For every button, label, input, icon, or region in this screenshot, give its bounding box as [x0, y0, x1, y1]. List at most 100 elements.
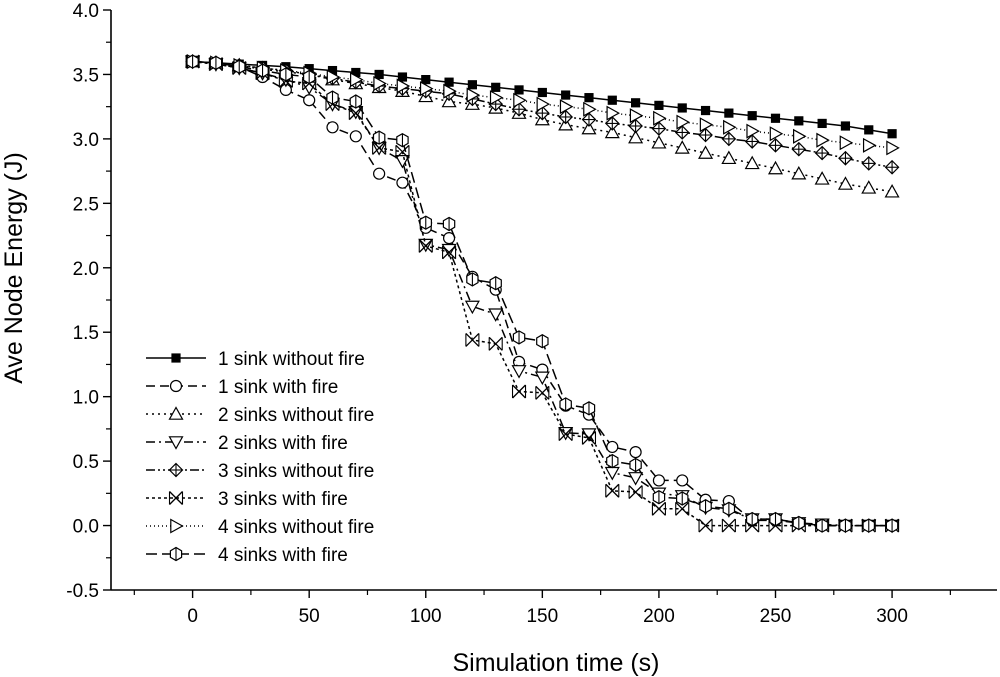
- series-line: [192, 60, 893, 527]
- x-axis-title: Simulation time (s): [453, 649, 660, 677]
- data-point: [721, 150, 737, 165]
- data-point: [747, 111, 757, 121]
- data-point: [769, 511, 782, 527]
- series-1: [188, 56, 897, 139]
- data-point: [887, 129, 897, 139]
- data-point: [651, 501, 666, 516]
- legend-marker: [169, 379, 183, 393]
- data-point: [606, 105, 621, 121]
- data-point: [396, 78, 411, 94]
- y-tick-label: 0.5: [73, 452, 99, 473]
- data-point: [326, 121, 339, 134]
- data-point: [698, 127, 713, 143]
- data-point: [442, 216, 456, 232]
- data-point: [373, 75, 387, 91]
- legend-marker: [168, 436, 184, 450]
- data-point: [676, 114, 690, 130]
- data-point: [699, 499, 712, 514]
- data-point: [559, 99, 574, 115]
- data-point: [677, 103, 687, 113]
- x-tick-label: 200: [643, 606, 675, 627]
- data-point: [491, 82, 501, 92]
- data-point: [815, 518, 829, 533]
- data-point: [534, 371, 550, 386]
- data-point: [674, 125, 690, 140]
- data-point: [464, 300, 480, 315]
- legend-label: 2 sinks with fire: [218, 433, 348, 454]
- y-tick-label: 1.5: [73, 323, 99, 344]
- data-point: [794, 116, 804, 126]
- series-line: [192, 60, 893, 527]
- x-tick-label: 0: [187, 606, 198, 627]
- legend-item: 1 sink with fire: [146, 377, 338, 398]
- data-point: [372, 140, 387, 155]
- x-tick-label: 300: [876, 606, 908, 627]
- data-point: [675, 501, 690, 516]
- data-point: [838, 150, 853, 166]
- data-point: [816, 132, 830, 148]
- data-point: [394, 155, 410, 169]
- axes: 0 50 100 150 200 250 300 -0.5 0.0 0.5 1.0 1.5 2.0 2.5…: [66, 1, 997, 627]
- data-point: [419, 81, 434, 97]
- legend-marker: [168, 491, 184, 505]
- data-point: [723, 119, 737, 135]
- data-point: [373, 167, 386, 180]
- series-layer: [185, 53, 900, 534]
- data-point: [512, 330, 526, 345]
- legend-marker: [168, 406, 184, 420]
- data-point: [583, 101, 597, 117]
- data-point: [884, 183, 900, 198]
- data-point: [628, 118, 643, 134]
- data-point: [489, 276, 502, 291]
- series-line: [192, 60, 893, 527]
- data-point: [444, 77, 454, 87]
- y-tick-label: 4.0: [73, 1, 99, 22]
- data-point: [814, 171, 830, 185]
- data-point: [396, 176, 409, 189]
- data-point: [514, 85, 524, 95]
- data-point: [884, 159, 900, 175]
- data-point: [629, 457, 642, 473]
- data-point: [397, 72, 408, 82]
- data-point: [443, 83, 457, 99]
- data-point: [558, 427, 573, 442]
- data-point: [628, 485, 643, 500]
- data-point: [792, 515, 806, 531]
- series-3: [185, 53, 900, 198]
- data-point: [303, 69, 316, 85]
- data-point: [511, 384, 527, 399]
- data-point: [536, 96, 551, 112]
- data-point: [374, 69, 384, 80]
- data-point: [326, 90, 339, 105]
- data-point: [700, 105, 711, 116]
- data-point: [558, 109, 574, 125]
- data-point: [651, 121, 667, 136]
- data-point: [442, 232, 456, 245]
- legend-label: 2 sinks without fire: [218, 405, 374, 426]
- data-point: [186, 54, 199, 69]
- data-point: [441, 243, 457, 258]
- data-point: [606, 453, 619, 469]
- data-point: [674, 140, 690, 154]
- legend-label: 1 sink with fire: [218, 377, 338, 398]
- data-point: [791, 165, 807, 180]
- data-point: [769, 126, 784, 142]
- legend-label: 3 sinks with fire: [218, 489, 348, 510]
- data-point: [604, 124, 620, 139]
- data-point: [605, 483, 620, 498]
- data-point: [721, 131, 737, 147]
- data-point: [861, 156, 877, 171]
- y-axis-title: Ave Node Energy (J): [0, 152, 28, 384]
- data-point: [862, 137, 877, 153]
- data-point: [652, 474, 666, 487]
- data-point: [839, 135, 854, 151]
- data-point: [862, 518, 876, 533]
- data-point: [488, 336, 503, 351]
- series-line: [192, 60, 893, 527]
- data-point: [466, 272, 479, 287]
- data-point: [466, 87, 481, 103]
- data-point: [840, 121, 851, 131]
- y-tick-label: 1.0: [73, 388, 99, 409]
- data-point: [721, 518, 736, 533]
